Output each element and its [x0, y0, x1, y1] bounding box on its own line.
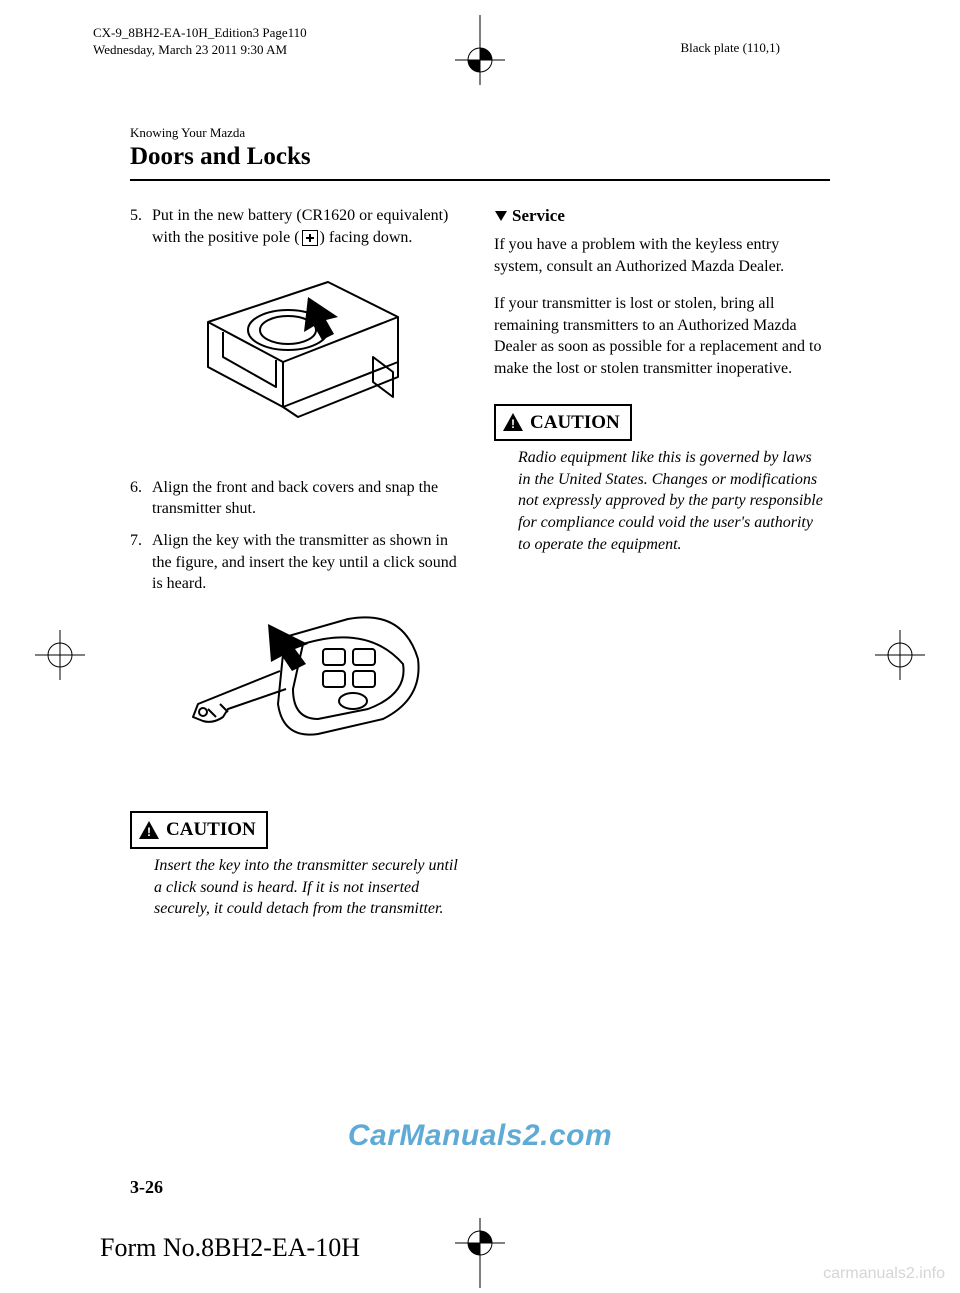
step-5: 5. Put in the new battery (CR1620 or equ…	[130, 205, 466, 248]
caution-label-left: CAUTION	[166, 817, 256, 843]
service-heading: Service	[494, 205, 830, 228]
watermark-center: CarManuals2.com	[348, 1119, 612, 1153]
caution-box-left: ! CAUTION	[130, 811, 268, 849]
caution-label-right: CAUTION	[530, 410, 620, 436]
step-6: 6. Align the front and back covers and s…	[130, 477, 466, 520]
caution-text-left: Insert the key into the transmitter secu…	[130, 855, 466, 920]
page-number: 3-26	[130, 1177, 163, 1198]
warning-icon: !	[502, 412, 524, 432]
registration-mark-top	[455, 15, 505, 85]
step-5-number: 5.	[130, 205, 152, 248]
triangle-down-icon	[494, 210, 508, 222]
title-divider	[130, 179, 830, 181]
plus-icon	[302, 230, 318, 246]
print-info-left: CX-9_8BH2-EA-10H_Edition3 Page110 Wednes…	[93, 25, 307, 59]
print-info-line1: CX-9_8BH2-EA-10H_Edition3 Page110	[93, 25, 307, 42]
step-5-text: Put in the new battery (CR1620 or equiva…	[152, 205, 466, 248]
svg-text:!: !	[511, 417, 515, 431]
step-6-number: 6.	[130, 477, 152, 520]
step-7-number: 7.	[130, 530, 152, 595]
print-info-line2: Wednesday, March 23 2011 9:30 AM	[93, 42, 307, 59]
registration-mark-left	[35, 630, 85, 680]
caution-text-right: Radio equipment like this is governed by…	[494, 447, 830, 555]
figure-battery-tray	[130, 262, 466, 459]
section-label: Knowing Your Mazda	[130, 125, 830, 141]
print-info-right: Black plate (110,1)	[680, 40, 780, 56]
step-7: 7. Align the key with the transmitter as…	[130, 530, 466, 595]
section-title: Doors and Locks	[130, 143, 830, 171]
watermark-bottom-right: carmanuals2.info	[823, 1265, 945, 1283]
step-7-text: Align the key with the transmitter as sh…	[152, 530, 466, 595]
step-6-text: Align the front and back covers and snap…	[152, 477, 466, 520]
registration-mark-right	[875, 630, 925, 680]
svg-text:!: !	[147, 825, 151, 839]
form-number: Form No.8BH2-EA-10H	[100, 1233, 360, 1263]
service-heading-text: Service	[512, 205, 565, 228]
right-column: Service If you have a problem with the k…	[494, 205, 830, 920]
warning-icon: !	[138, 820, 160, 840]
registration-mark-bottom	[455, 1218, 505, 1288]
service-para-1: If you have a problem with the keyless e…	[494, 234, 830, 277]
service-para-2: If your transmitter is lost or stolen, b…	[494, 293, 830, 379]
left-column: 5. Put in the new battery (CR1620 or equ…	[130, 205, 466, 920]
caution-box-right: ! CAUTION	[494, 404, 632, 442]
figure-key-transmitter	[130, 609, 466, 786]
